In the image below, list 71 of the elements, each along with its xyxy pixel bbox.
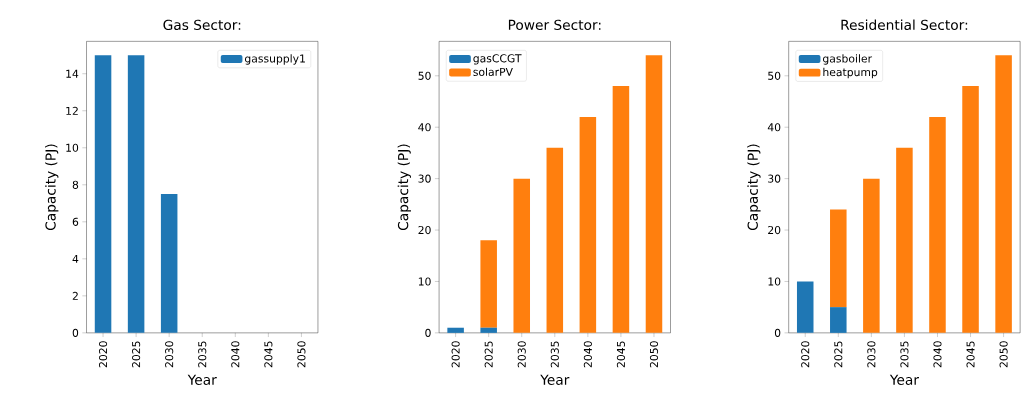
x-tick-label: 2040 (933, 341, 942, 368)
x-tick-label: 2040 (583, 341, 592, 368)
bar (447, 327, 464, 334)
bar (796, 281, 814, 334)
y-tick-label: 14 (66, 70, 79, 78)
bar (546, 148, 564, 334)
y-tick-label: 50 (768, 71, 781, 81)
bar (645, 55, 663, 334)
bar (513, 178, 531, 334)
bar (896, 148, 913, 334)
bar (480, 327, 497, 334)
legend-label: gasCCGT (473, 54, 522, 65)
y-tick-label: 10 (418, 277, 431, 286)
y-tick-label: 50 (418, 71, 431, 81)
legend-label: heatpump (823, 68, 878, 79)
x-tick-label: 2020 (451, 341, 460, 368)
x-tick-label: 2045 (966, 341, 975, 368)
bar (929, 117, 946, 334)
y-tick-label: 0 (425, 329, 431, 338)
y-tick-label: 20 (768, 226, 781, 235)
bar (480, 240, 497, 328)
x-axis-title: Year (187, 374, 217, 386)
x-tick-label: 2020 (98, 341, 108, 368)
x-tick-label: 2035 (900, 341, 909, 368)
chart-title: Residential Sector: (841, 19, 968, 31)
bar (830, 209, 847, 308)
y-tick-label: 8 (72, 180, 79, 190)
x-tick-label: 2035 (198, 341, 207, 368)
x-tick-label: 2050 (297, 341, 306, 368)
y-tick-label: 30 (768, 174, 781, 183)
x-tick-label: 2050 (649, 341, 659, 368)
y-tick-label: 6 (72, 217, 79, 227)
bar (579, 117, 597, 334)
bar (612, 86, 630, 334)
legend-label: solarPV (473, 67, 513, 77)
y-axis-title: Capacity (PJ) (747, 144, 761, 231)
legend-label: gasboiler (823, 54, 873, 65)
x-tick-label: 2030 (867, 341, 876, 368)
y-tick-label: 20 (418, 226, 431, 235)
x-tick-label: 2035 (550, 341, 559, 368)
x-tick-label: 2045 (616, 341, 625, 368)
y-tick-label: 40 (767, 123, 781, 132)
x-axis-title: Year (540, 374, 570, 386)
y-axis-title: Capacity (PJ) (397, 144, 411, 231)
y-tick-label: 10 (768, 277, 781, 286)
y-tick-label: 30 (418, 174, 431, 183)
x-tick-label: 2025 (834, 341, 843, 368)
x-tick-label: 2025 (484, 341, 493, 368)
bar (863, 178, 880, 334)
x-tick-label: 2025 (132, 341, 141, 368)
legend-label: gassupply1 (244, 54, 305, 65)
y-axis-title: Capacity (PJ) (45, 144, 59, 231)
x-tick-label: 2030 (165, 341, 174, 368)
y-tick-label: 0 (72, 329, 79, 338)
y-tick-label: 2 (72, 292, 78, 301)
y-tick-label: 0 (774, 329, 781, 338)
chart-title: Power Sector: (508, 19, 601, 31)
y-tick-label: 10 (66, 143, 79, 153)
bar (995, 55, 1012, 334)
y-tick-label: 12 (66, 106, 78, 115)
x-axis-title: Year (889, 374, 919, 386)
chart-title: Gas Sector: (163, 19, 241, 31)
y-tick-label: 40 (418, 123, 431, 132)
x-tick-label: 2045 (264, 341, 273, 368)
bar (830, 307, 847, 334)
x-tick-label: 2030 (517, 341, 526, 368)
bar (962, 86, 979, 334)
y-tick-label: 4 (72, 255, 79, 263)
x-tick-label: 2050 (999, 341, 1008, 368)
x-tick-label: 2040 (231, 341, 240, 368)
x-tick-label: 2020 (801, 341, 810, 368)
